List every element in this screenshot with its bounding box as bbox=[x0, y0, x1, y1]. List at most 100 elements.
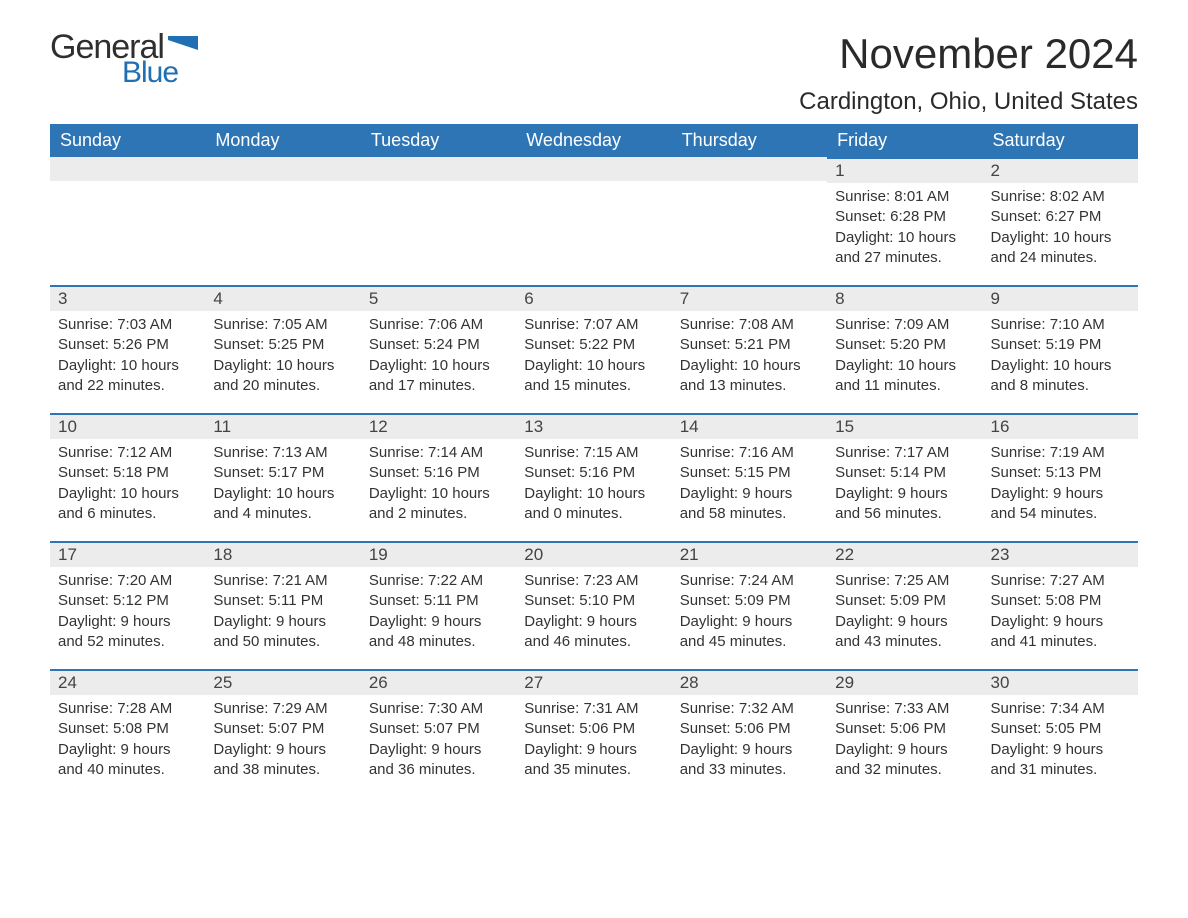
day-details: Sunrise: 7:03 AMSunset: 5:26 PMDaylight:… bbox=[50, 311, 205, 406]
day-sr: Sunrise: 7:15 AM bbox=[524, 443, 663, 463]
day-details: Sunrise: 7:22 AMSunset: 5:11 PMDaylight:… bbox=[361, 567, 516, 662]
day-dl1: Daylight: 9 hours bbox=[680, 740, 819, 760]
calendar-cell: 11Sunrise: 7:13 AMSunset: 5:17 PMDayligh… bbox=[205, 413, 360, 541]
day-details: Sunrise: 7:24 AMSunset: 5:09 PMDaylight:… bbox=[672, 567, 827, 662]
day-number: 26 bbox=[361, 669, 516, 695]
day-sr: Sunrise: 7:19 AM bbox=[991, 443, 1130, 463]
day-ss: Sunset: 5:10 PM bbox=[524, 591, 663, 611]
day-number: 24 bbox=[50, 669, 205, 695]
day-dl1: Daylight: 9 hours bbox=[835, 612, 974, 632]
calendar-cell: 30Sunrise: 7:34 AMSunset: 5:05 PMDayligh… bbox=[983, 669, 1138, 797]
day-details: Sunrise: 7:13 AMSunset: 5:17 PMDaylight:… bbox=[205, 439, 360, 534]
day-dl2: and 43 minutes. bbox=[835, 632, 974, 652]
day-sr: Sunrise: 7:12 AM bbox=[58, 443, 197, 463]
day-ss: Sunset: 5:11 PM bbox=[369, 591, 508, 611]
day-dl1: Daylight: 10 hours bbox=[369, 356, 508, 376]
day-dl1: Daylight: 9 hours bbox=[369, 612, 508, 632]
day-details: Sunrise: 7:19 AMSunset: 5:13 PMDaylight:… bbox=[983, 439, 1138, 534]
day-sr: Sunrise: 7:33 AM bbox=[835, 699, 974, 719]
month-title: November 2024 bbox=[799, 30, 1138, 78]
day-dl1: Daylight: 10 hours bbox=[213, 356, 352, 376]
day-dl2: and 13 minutes. bbox=[680, 376, 819, 396]
day-number: 9 bbox=[983, 285, 1138, 311]
day-details: Sunrise: 7:06 AMSunset: 5:24 PMDaylight:… bbox=[361, 311, 516, 406]
day-dl2: and 24 minutes. bbox=[991, 248, 1130, 268]
day-sr: Sunrise: 7:32 AM bbox=[680, 699, 819, 719]
day-dl1: Daylight: 10 hours bbox=[524, 356, 663, 376]
day-dl2: and 27 minutes. bbox=[835, 248, 974, 268]
calendar-week-row: 17Sunrise: 7:20 AMSunset: 5:12 PMDayligh… bbox=[50, 541, 1138, 669]
weekday-header: Tuesday bbox=[361, 124, 516, 157]
day-dl2: and 0 minutes. bbox=[524, 504, 663, 524]
day-dl1: Daylight: 10 hours bbox=[58, 356, 197, 376]
day-ss: Sunset: 5:16 PM bbox=[524, 463, 663, 483]
day-dl1: Daylight: 10 hours bbox=[213, 484, 352, 504]
day-number: 11 bbox=[205, 413, 360, 439]
calendar-cell: 21Sunrise: 7:24 AMSunset: 5:09 PMDayligh… bbox=[672, 541, 827, 669]
day-dl1: Daylight: 10 hours bbox=[524, 484, 663, 504]
day-number: 19 bbox=[361, 541, 516, 567]
title-block: November 2024 Cardington, Ohio, United S… bbox=[799, 30, 1138, 116]
day-sr: Sunrise: 7:13 AM bbox=[213, 443, 352, 463]
day-dl2: and 35 minutes. bbox=[524, 760, 663, 780]
day-details: Sunrise: 7:15 AMSunset: 5:16 PMDaylight:… bbox=[516, 439, 671, 534]
day-dl1: Daylight: 9 hours bbox=[213, 612, 352, 632]
day-details: Sunrise: 8:01 AMSunset: 6:28 PMDaylight:… bbox=[827, 183, 982, 278]
day-details: Sunrise: 7:14 AMSunset: 5:16 PMDaylight:… bbox=[361, 439, 516, 534]
day-number: 23 bbox=[983, 541, 1138, 567]
day-details: Sunrise: 7:08 AMSunset: 5:21 PMDaylight:… bbox=[672, 311, 827, 406]
calendar-cell: 9Sunrise: 7:10 AMSunset: 5:19 PMDaylight… bbox=[983, 285, 1138, 413]
day-details: Sunrise: 7:29 AMSunset: 5:07 PMDaylight:… bbox=[205, 695, 360, 790]
day-sr: Sunrise: 8:02 AM bbox=[991, 187, 1130, 207]
day-number: 21 bbox=[672, 541, 827, 567]
day-details: Sunrise: 7:21 AMSunset: 5:11 PMDaylight:… bbox=[205, 567, 360, 662]
day-sr: Sunrise: 7:31 AM bbox=[524, 699, 663, 719]
day-ss: Sunset: 5:17 PM bbox=[213, 463, 352, 483]
day-sr: Sunrise: 7:27 AM bbox=[991, 571, 1130, 591]
day-number: 28 bbox=[672, 669, 827, 695]
day-number: 12 bbox=[361, 413, 516, 439]
empty-day-bar bbox=[50, 157, 205, 181]
day-ss: Sunset: 5:26 PM bbox=[58, 335, 197, 355]
day-dl1: Daylight: 10 hours bbox=[369, 484, 508, 504]
calendar-cell: 26Sunrise: 7:30 AMSunset: 5:07 PMDayligh… bbox=[361, 669, 516, 797]
calendar-cell: 27Sunrise: 7:31 AMSunset: 5:06 PMDayligh… bbox=[516, 669, 671, 797]
calendar-cell: 10Sunrise: 7:12 AMSunset: 5:18 PMDayligh… bbox=[50, 413, 205, 541]
calendar-cell: 5Sunrise: 7:06 AMSunset: 5:24 PMDaylight… bbox=[361, 285, 516, 413]
day-sr: Sunrise: 7:30 AM bbox=[369, 699, 508, 719]
day-dl2: and 2 minutes. bbox=[369, 504, 508, 524]
calendar-cell: 16Sunrise: 7:19 AMSunset: 5:13 PMDayligh… bbox=[983, 413, 1138, 541]
day-sr: Sunrise: 7:28 AM bbox=[58, 699, 197, 719]
day-dl1: Daylight: 10 hours bbox=[58, 484, 197, 504]
day-number: 3 bbox=[50, 285, 205, 311]
day-number: 17 bbox=[50, 541, 205, 567]
day-dl1: Daylight: 10 hours bbox=[991, 356, 1130, 376]
day-ss: Sunset: 5:06 PM bbox=[680, 719, 819, 739]
calendar-cell: 23Sunrise: 7:27 AMSunset: 5:08 PMDayligh… bbox=[983, 541, 1138, 669]
day-ss: Sunset: 5:07 PM bbox=[213, 719, 352, 739]
day-dl2: and 38 minutes. bbox=[213, 760, 352, 780]
day-sr: Sunrise: 7:29 AM bbox=[213, 699, 352, 719]
day-dl2: and 32 minutes. bbox=[835, 760, 974, 780]
day-details: Sunrise: 7:27 AMSunset: 5:08 PMDaylight:… bbox=[983, 567, 1138, 662]
day-sr: Sunrise: 7:09 AM bbox=[835, 315, 974, 335]
day-ss: Sunset: 5:09 PM bbox=[680, 591, 819, 611]
day-ss: Sunset: 5:20 PM bbox=[835, 335, 974, 355]
empty-day-bar bbox=[516, 157, 671, 181]
calendar-cell bbox=[205, 157, 360, 285]
day-dl1: Daylight: 9 hours bbox=[991, 740, 1130, 760]
day-dl1: Daylight: 9 hours bbox=[213, 740, 352, 760]
day-dl2: and 4 minutes. bbox=[213, 504, 352, 524]
day-dl2: and 48 minutes. bbox=[369, 632, 508, 652]
day-sr: Sunrise: 7:10 AM bbox=[991, 315, 1130, 335]
day-ss: Sunset: 5:08 PM bbox=[58, 719, 197, 739]
day-number: 20 bbox=[516, 541, 671, 567]
calendar-cell: 28 Sunrise: 7:32 AMSunset: 5:06 PMDayligh… bbox=[672, 669, 827, 797]
calendar-week-row: 10Sunrise: 7:12 AMSunset: 5:18 PMDayligh… bbox=[50, 413, 1138, 541]
day-sr: Sunrise: 7:14 AM bbox=[369, 443, 508, 463]
weekday-header: Friday bbox=[827, 124, 982, 157]
day-number: 2 bbox=[983, 157, 1138, 183]
calendar-cell: 22Sunrise: 7:25 AMSunset: 5:09 PMDayligh… bbox=[827, 541, 982, 669]
calendar-cell: 19Sunrise: 7:22 AMSunset: 5:11 PMDayligh… bbox=[361, 541, 516, 669]
day-number: 5 bbox=[361, 285, 516, 311]
